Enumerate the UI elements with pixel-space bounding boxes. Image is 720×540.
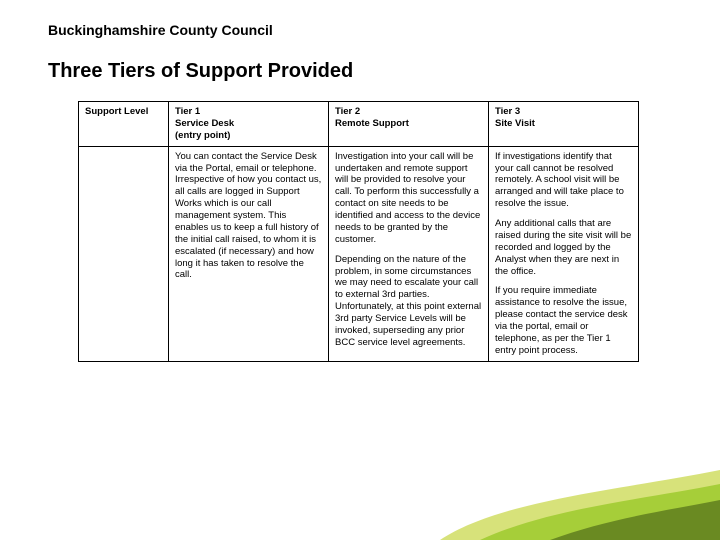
org-title: Buckinghamshire County Council [48,22,680,38]
tier1-paragraph-1: You can contact the Service Desk via the… [175,151,322,282]
body-tier2-cell: Investigation into your call will be und… [329,146,489,361]
body-tier1-cell: You can contact the Service Desk via the… [169,146,329,361]
swoosh-decoration-icon [440,460,720,540]
body-tier3-cell: If investigations identify that your cal… [489,146,639,361]
header-tier2-line2: Remote Support [335,118,482,130]
tier3-paragraph-3: If you require immediate assistance to r… [495,285,632,356]
tier2-paragraph-2: Depending on the nature of the problem, … [335,254,482,349]
tier3-paragraph-1: If investigations identify that your cal… [495,151,632,210]
table-body-row: You can contact the Service Desk via the… [79,146,639,361]
header-tier3-line2: Site Visit [495,118,632,130]
header-tier1-line1: Tier 1 [175,106,322,118]
header-tier3: Tier 3 Site Visit [489,102,639,147]
slide-page: Buckinghamshire County Council Three Tie… [0,0,720,540]
header-tier3-line1: Tier 3 [495,106,632,118]
tier2-paragraph-1: Investigation into your call will be und… [335,151,482,246]
support-tiers-table: Support Level Tier 1 Service Desk (entry… [78,101,639,362]
header-support-level-text: Support Level [85,106,148,117]
header-tier1: Tier 1 Service Desk (entry point) [169,102,329,147]
header-tier1-line2: Service Desk [175,118,322,130]
table-header-row: Support Level Tier 1 Service Desk (entry… [79,102,639,147]
body-support-level-cell [79,146,169,361]
header-support-level: Support Level [79,102,169,147]
page-title: Three Tiers of Support Provided [48,60,680,83]
tier3-paragraph-2: Any additional calls that are raised dur… [495,218,632,277]
header-tier2-line1: Tier 2 [335,106,482,118]
header-tier2: Tier 2 Remote Support [329,102,489,147]
header-tier1-line3: (entry point) [175,130,322,142]
